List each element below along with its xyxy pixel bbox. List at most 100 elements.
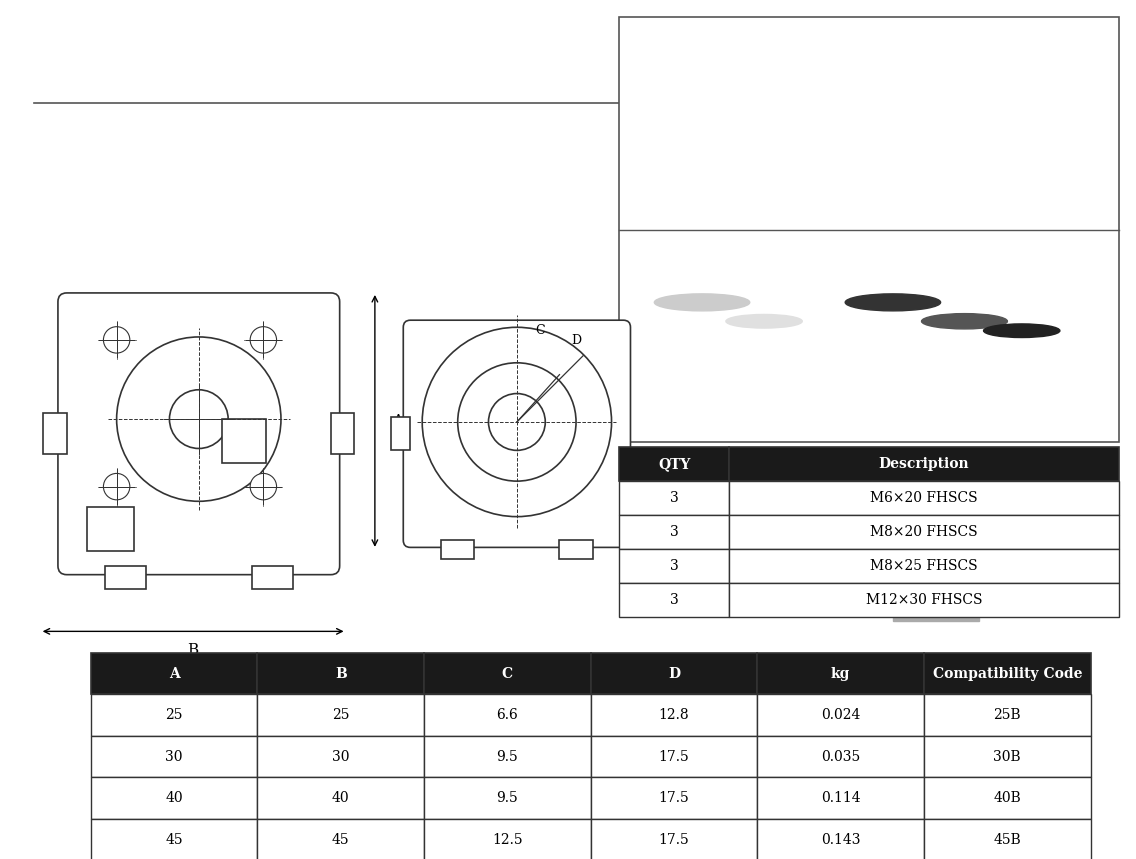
Text: 17.5: 17.5 bbox=[659, 832, 690, 846]
Text: 45: 45 bbox=[332, 832, 350, 846]
Bar bbox=[726, 521, 988, 555]
Circle shape bbox=[458, 362, 576, 481]
Bar bbox=[758, 694, 924, 736]
Text: 40B: 40B bbox=[993, 791, 1021, 805]
Bar bbox=[860, 533, 932, 561]
Text: 3: 3 bbox=[670, 593, 678, 606]
Text: 0.143: 0.143 bbox=[821, 832, 860, 846]
Text: 9.5: 9.5 bbox=[496, 791, 518, 805]
Bar bbox=[729, 582, 1119, 617]
Bar bbox=[91, 694, 258, 736]
Bar bbox=[729, 515, 1119, 549]
Bar bbox=[924, 653, 1091, 694]
Bar bbox=[91, 777, 258, 819]
FancyBboxPatch shape bbox=[58, 293, 340, 575]
Text: 25: 25 bbox=[332, 708, 350, 722]
Bar bbox=[619, 549, 729, 582]
Text: 30: 30 bbox=[332, 750, 350, 764]
Bar bbox=[893, 517, 979, 621]
Bar bbox=[223, 419, 266, 463]
Bar bbox=[591, 736, 758, 777]
Bar bbox=[619, 481, 729, 515]
Bar bbox=[424, 736, 591, 777]
Bar bbox=[729, 481, 1119, 515]
Text: 3: 3 bbox=[670, 490, 678, 505]
Bar bbox=[441, 540, 475, 559]
Text: 45: 45 bbox=[166, 832, 183, 846]
Circle shape bbox=[488, 393, 545, 450]
Text: D: D bbox=[571, 334, 582, 347]
Text: 3: 3 bbox=[670, 558, 678, 573]
Bar bbox=[591, 819, 758, 859]
Bar bbox=[258, 819, 424, 859]
Circle shape bbox=[423, 327, 611, 516]
Text: 40: 40 bbox=[332, 791, 350, 805]
Bar bbox=[331, 413, 354, 454]
Bar bbox=[619, 17, 1119, 442]
Bar bbox=[729, 447, 1119, 481]
Bar bbox=[91, 736, 258, 777]
Text: 0.114: 0.114 bbox=[821, 791, 860, 805]
Text: 17.5: 17.5 bbox=[659, 750, 690, 764]
Bar bbox=[591, 694, 758, 736]
Text: 3: 3 bbox=[670, 525, 678, 539]
Text: 17.5: 17.5 bbox=[659, 791, 690, 805]
Bar bbox=[424, 819, 591, 859]
Circle shape bbox=[250, 326, 276, 353]
Text: 30B: 30B bbox=[994, 750, 1021, 764]
Text: 12.5: 12.5 bbox=[492, 832, 523, 846]
Text: 0.024: 0.024 bbox=[821, 708, 860, 722]
Text: B: B bbox=[335, 667, 346, 680]
Ellipse shape bbox=[984, 324, 1060, 338]
Text: 6.6: 6.6 bbox=[496, 708, 518, 722]
Text: C: C bbox=[536, 325, 545, 338]
Bar bbox=[619, 515, 729, 549]
Ellipse shape bbox=[921, 314, 1008, 329]
Text: M8×25 FHSCS: M8×25 FHSCS bbox=[870, 558, 978, 573]
Bar bbox=[258, 736, 424, 777]
Bar bbox=[91, 819, 258, 859]
Bar bbox=[758, 736, 924, 777]
Text: M6×20 FHSCS: M6×20 FHSCS bbox=[870, 490, 978, 505]
Bar bbox=[251, 566, 293, 589]
Bar bbox=[758, 819, 924, 859]
Ellipse shape bbox=[845, 294, 941, 311]
Text: 12.8: 12.8 bbox=[659, 708, 690, 722]
Bar bbox=[924, 819, 1091, 859]
Bar bbox=[591, 777, 758, 819]
Bar bbox=[924, 736, 1091, 777]
Bar bbox=[258, 694, 424, 736]
Text: 25: 25 bbox=[166, 708, 183, 722]
Bar bbox=[758, 777, 924, 819]
Text: Description: Description bbox=[879, 457, 969, 471]
Text: 45B: 45B bbox=[993, 832, 1021, 846]
Text: 0.035: 0.035 bbox=[821, 750, 860, 764]
Bar bbox=[424, 777, 591, 819]
Text: M12×30 FHSCS: M12×30 FHSCS bbox=[866, 593, 983, 606]
Text: A: A bbox=[392, 414, 403, 428]
Bar bbox=[258, 653, 424, 694]
Bar bbox=[105, 566, 145, 589]
Text: kg: kg bbox=[830, 667, 851, 680]
Text: 9.5: 9.5 bbox=[496, 750, 518, 764]
Text: M8×20 FHSCS: M8×20 FHSCS bbox=[870, 525, 978, 539]
Bar bbox=[87, 507, 134, 551]
Text: D: D bbox=[668, 667, 680, 680]
Bar bbox=[619, 447, 729, 481]
Text: 40: 40 bbox=[166, 791, 183, 805]
Circle shape bbox=[117, 337, 281, 502]
Bar bbox=[560, 540, 593, 559]
Text: C: C bbox=[502, 667, 513, 680]
Bar bbox=[591, 653, 758, 694]
Circle shape bbox=[169, 390, 228, 448]
Text: 30: 30 bbox=[166, 750, 183, 764]
Ellipse shape bbox=[726, 314, 802, 328]
Ellipse shape bbox=[654, 294, 750, 311]
FancyBboxPatch shape bbox=[403, 320, 630, 547]
Text: A: A bbox=[169, 667, 179, 680]
Bar bbox=[392, 417, 410, 450]
Bar bbox=[91, 653, 258, 694]
Bar bbox=[924, 777, 1091, 819]
Circle shape bbox=[250, 473, 276, 500]
Text: 25B: 25B bbox=[994, 708, 1021, 722]
